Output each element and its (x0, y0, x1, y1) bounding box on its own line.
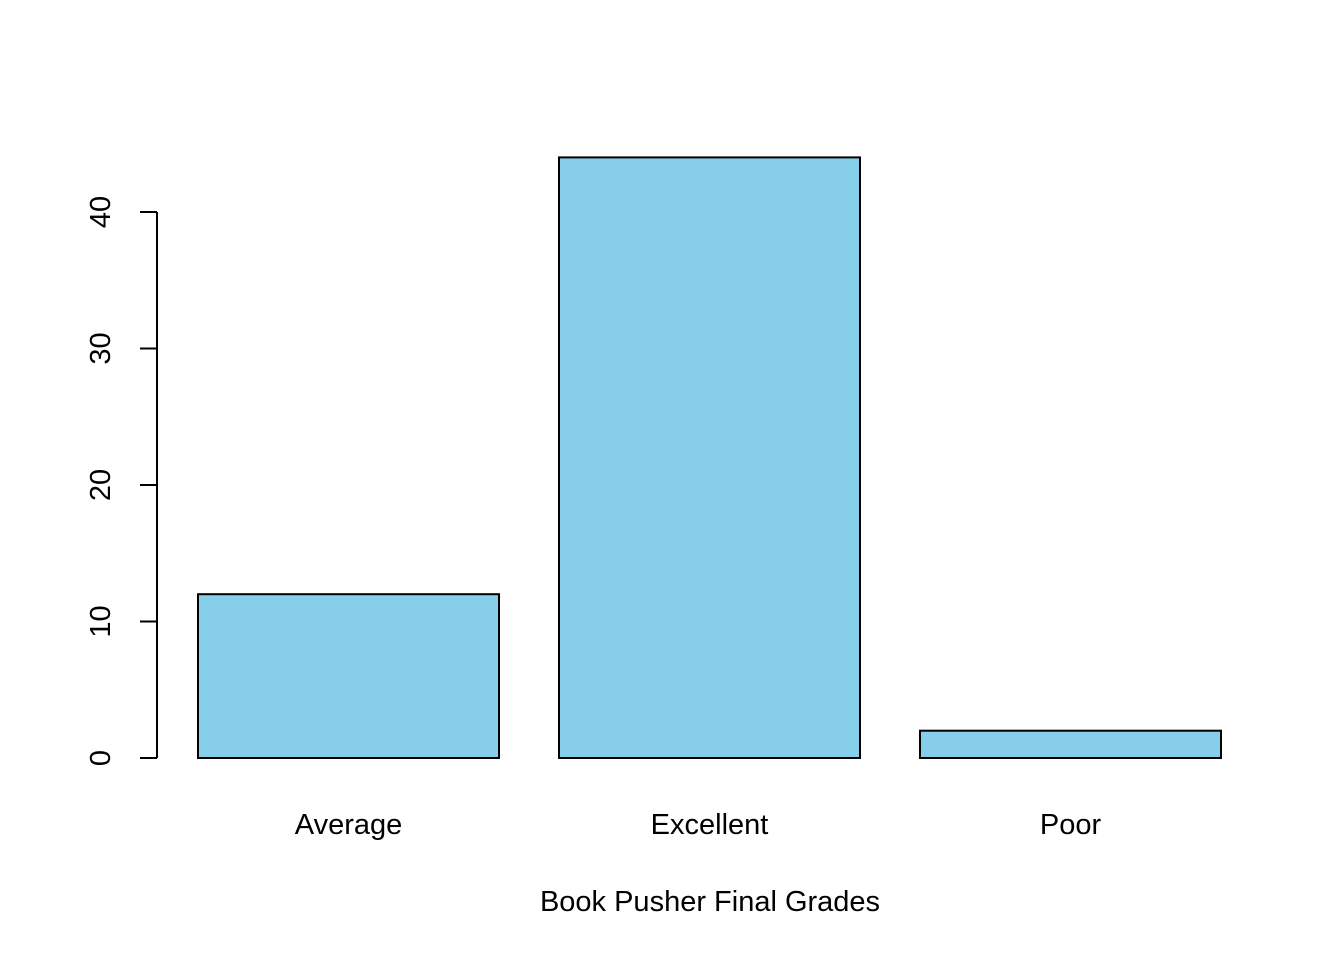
y-tick-label-0: 0 (85, 750, 117, 766)
y-tick-label-20: 20 (85, 469, 117, 501)
bar-excellent (558, 156, 861, 759)
y-tick-label-40: 40 (85, 196, 117, 228)
x-axis-category-labels: Average Excellent Poor (295, 809, 1102, 841)
x-axis-title: Book Pusher Final Grades (540, 886, 880, 918)
x-tick-label-excellent: Excellent (651, 809, 769, 841)
bar-average (197, 593, 500, 760)
bars-layer (197, 156, 1222, 760)
x-tick-label-average: Average (295, 809, 403, 841)
y-tick-label-30: 30 (85, 332, 117, 364)
y-axis: 0 10 20 30 40 (85, 196, 158, 766)
bar-poor (919, 729, 1222, 760)
y-tick-label-10: 10 (85, 605, 117, 637)
x-tick-label-poor: Poor (1040, 809, 1102, 841)
